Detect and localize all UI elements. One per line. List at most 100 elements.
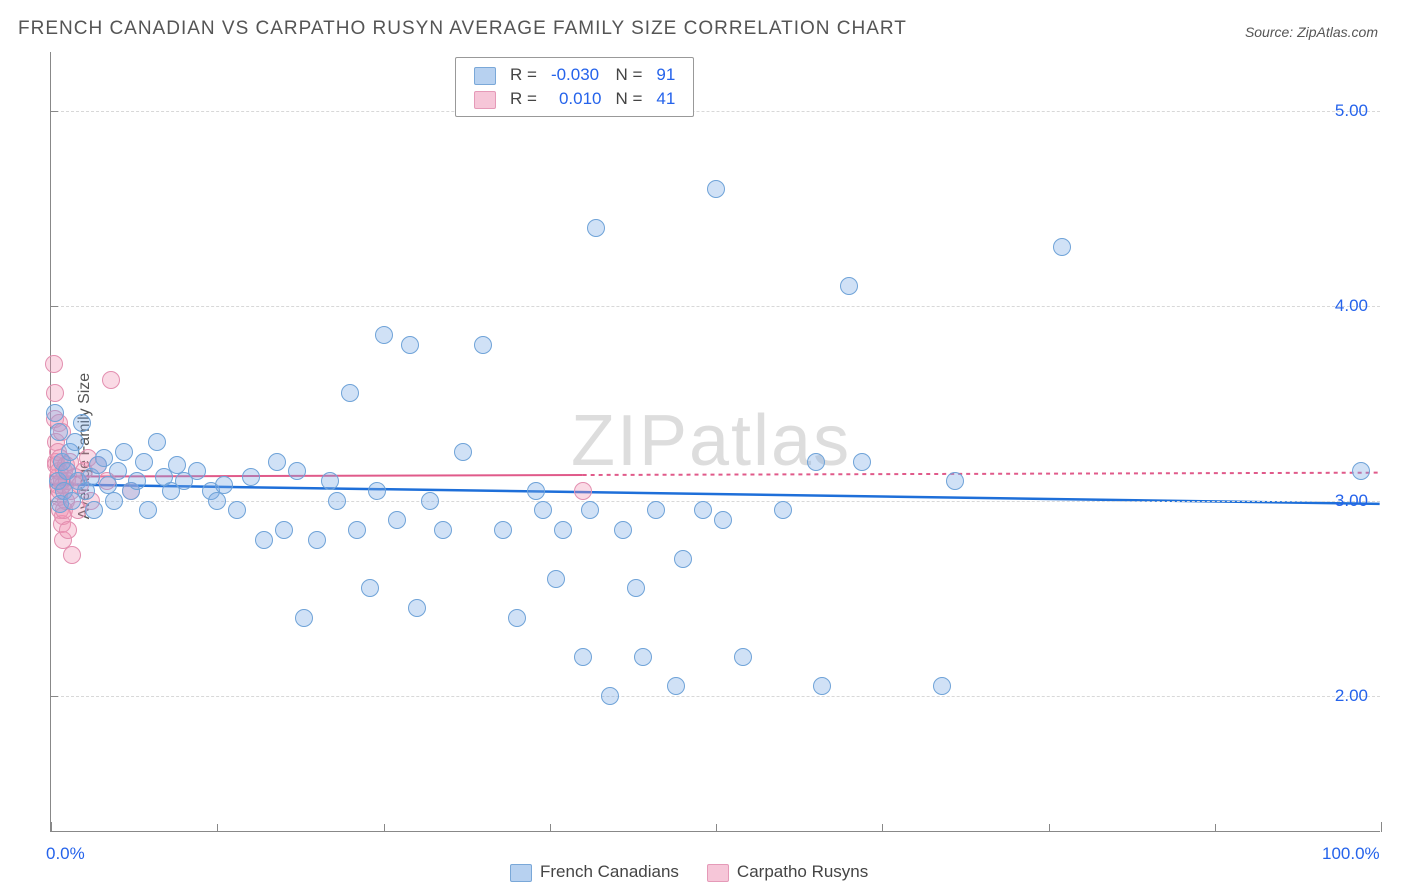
swatch-icon	[474, 91, 496, 109]
plot-area: ZIPatlas	[50, 52, 1380, 832]
data-point-french-canadians	[85, 501, 103, 519]
data-point-carpatho-rusyns	[102, 371, 120, 389]
data-point-french-canadians	[1352, 462, 1370, 480]
data-point-french-canadians	[933, 677, 951, 695]
data-point-french-canadians	[587, 219, 605, 237]
data-point-french-canadians	[361, 579, 379, 597]
swatch-icon	[707, 864, 729, 882]
data-point-french-canadians	[46, 404, 64, 422]
n-value: 41	[650, 88, 681, 110]
n-label: N =	[609, 64, 648, 86]
legend-item-french-canadians: French Canadians	[510, 862, 679, 882]
data-point-french-canadians	[128, 472, 146, 490]
data-point-french-canadians	[547, 570, 565, 588]
data-point-carpatho-rusyns	[45, 355, 63, 373]
legend-label: French Canadians	[540, 862, 679, 881]
x-tick-label: 100.0%	[1322, 844, 1380, 864]
data-point-french-canadians	[188, 462, 206, 480]
data-point-french-canadians	[50, 423, 68, 441]
data-point-french-canadians	[255, 531, 273, 549]
data-point-french-canadians	[328, 492, 346, 510]
data-point-french-canadians	[139, 501, 157, 519]
data-point-french-canadians	[946, 472, 964, 490]
trend-lines	[51, 52, 1380, 831]
data-point-french-canadians	[368, 482, 386, 500]
data-point-french-canadians	[614, 521, 632, 539]
r-label: R =	[504, 64, 543, 86]
data-point-french-canadians	[242, 468, 260, 486]
data-point-french-canadians	[634, 648, 652, 666]
data-point-french-canadians	[714, 511, 732, 529]
legend-row-french-canadians: R = -0.030 N = 91	[468, 64, 681, 86]
data-point-carpatho-rusyns	[63, 546, 81, 564]
data-point-french-canadians	[73, 414, 91, 432]
data-point-french-canadians	[321, 472, 339, 490]
data-point-carpatho-rusyns	[574, 482, 592, 500]
data-point-french-canadians	[375, 326, 393, 344]
data-point-french-canadians	[228, 501, 246, 519]
source-attribution: Source: ZipAtlas.com	[1245, 24, 1378, 40]
gridline	[51, 696, 1380, 697]
data-point-french-canadians	[454, 443, 472, 461]
r-label: R =	[504, 88, 543, 110]
watermark: ZIPatlas	[571, 400, 851, 482]
swatch-icon	[510, 864, 532, 882]
r-value: 0.010	[545, 88, 608, 110]
data-point-french-canadians	[401, 336, 419, 354]
data-point-french-canadians	[601, 687, 619, 705]
data-point-french-canadians	[1053, 238, 1071, 256]
legend-item-carpatho-rusyns: Carpatho Rusyns	[707, 862, 868, 882]
data-point-french-canadians	[109, 462, 127, 480]
data-point-french-canadians	[707, 180, 725, 198]
data-point-french-canadians	[215, 476, 233, 494]
data-point-french-canadians	[148, 433, 166, 451]
data-point-french-canadians	[295, 609, 313, 627]
x-tick-label: 0.0%	[46, 844, 85, 864]
data-point-french-canadians	[774, 501, 792, 519]
y-tick-label: 4.00	[1335, 296, 1368, 316]
y-tick-label: 3.00	[1335, 491, 1368, 511]
swatch-icon	[474, 67, 496, 85]
data-point-french-canadians	[275, 521, 293, 539]
data-point-french-canadians	[527, 482, 545, 500]
n-label: N =	[609, 88, 648, 110]
legend-label: Carpatho Rusyns	[737, 862, 868, 881]
gridline	[51, 306, 1380, 307]
series-legend: French Canadians Carpatho Rusyns	[510, 862, 868, 882]
data-point-french-canadians	[421, 492, 439, 510]
data-point-french-canadians	[734, 648, 752, 666]
y-tick-label: 5.00	[1335, 101, 1368, 121]
data-point-french-canadians	[534, 501, 552, 519]
data-point-french-canadians	[853, 453, 871, 471]
data-point-french-canadians	[574, 648, 592, 666]
data-point-french-canadians	[208, 492, 226, 510]
data-point-french-canadians	[627, 579, 645, 597]
data-point-french-canadians	[115, 443, 133, 461]
data-point-carpatho-rusyns	[59, 521, 77, 539]
legend-row-carpatho-rusyns: R = 0.010 N = 41	[468, 88, 681, 110]
correlation-legend: R = -0.030 N = 91 R = 0.010 N = 41	[455, 57, 694, 117]
data-point-french-canadians	[348, 521, 366, 539]
data-point-french-canadians	[66, 433, 84, 451]
data-point-french-canadians	[308, 531, 326, 549]
data-point-french-canadians	[388, 511, 406, 529]
data-point-french-canadians	[268, 453, 286, 471]
data-point-french-canadians	[554, 521, 572, 539]
data-point-french-canadians	[434, 521, 452, 539]
data-point-french-canadians	[694, 501, 712, 519]
gridline	[51, 501, 1380, 502]
data-point-carpatho-rusyns	[46, 384, 64, 402]
data-point-french-canadians	[647, 501, 665, 519]
data-point-french-canadians	[667, 677, 685, 695]
data-point-french-canadians	[474, 336, 492, 354]
data-point-french-canadians	[581, 501, 599, 519]
data-point-french-canadians	[135, 453, 153, 471]
data-point-french-canadians	[288, 462, 306, 480]
data-point-french-canadians	[408, 599, 426, 617]
data-point-french-canadians	[508, 609, 526, 627]
gridline	[51, 111, 1380, 112]
data-point-french-canadians	[807, 453, 825, 471]
chart-title: FRENCH CANADIAN VS CARPATHO RUSYN AVERAG…	[18, 18, 907, 40]
data-point-french-canadians	[105, 492, 123, 510]
n-value: 91	[650, 64, 681, 86]
